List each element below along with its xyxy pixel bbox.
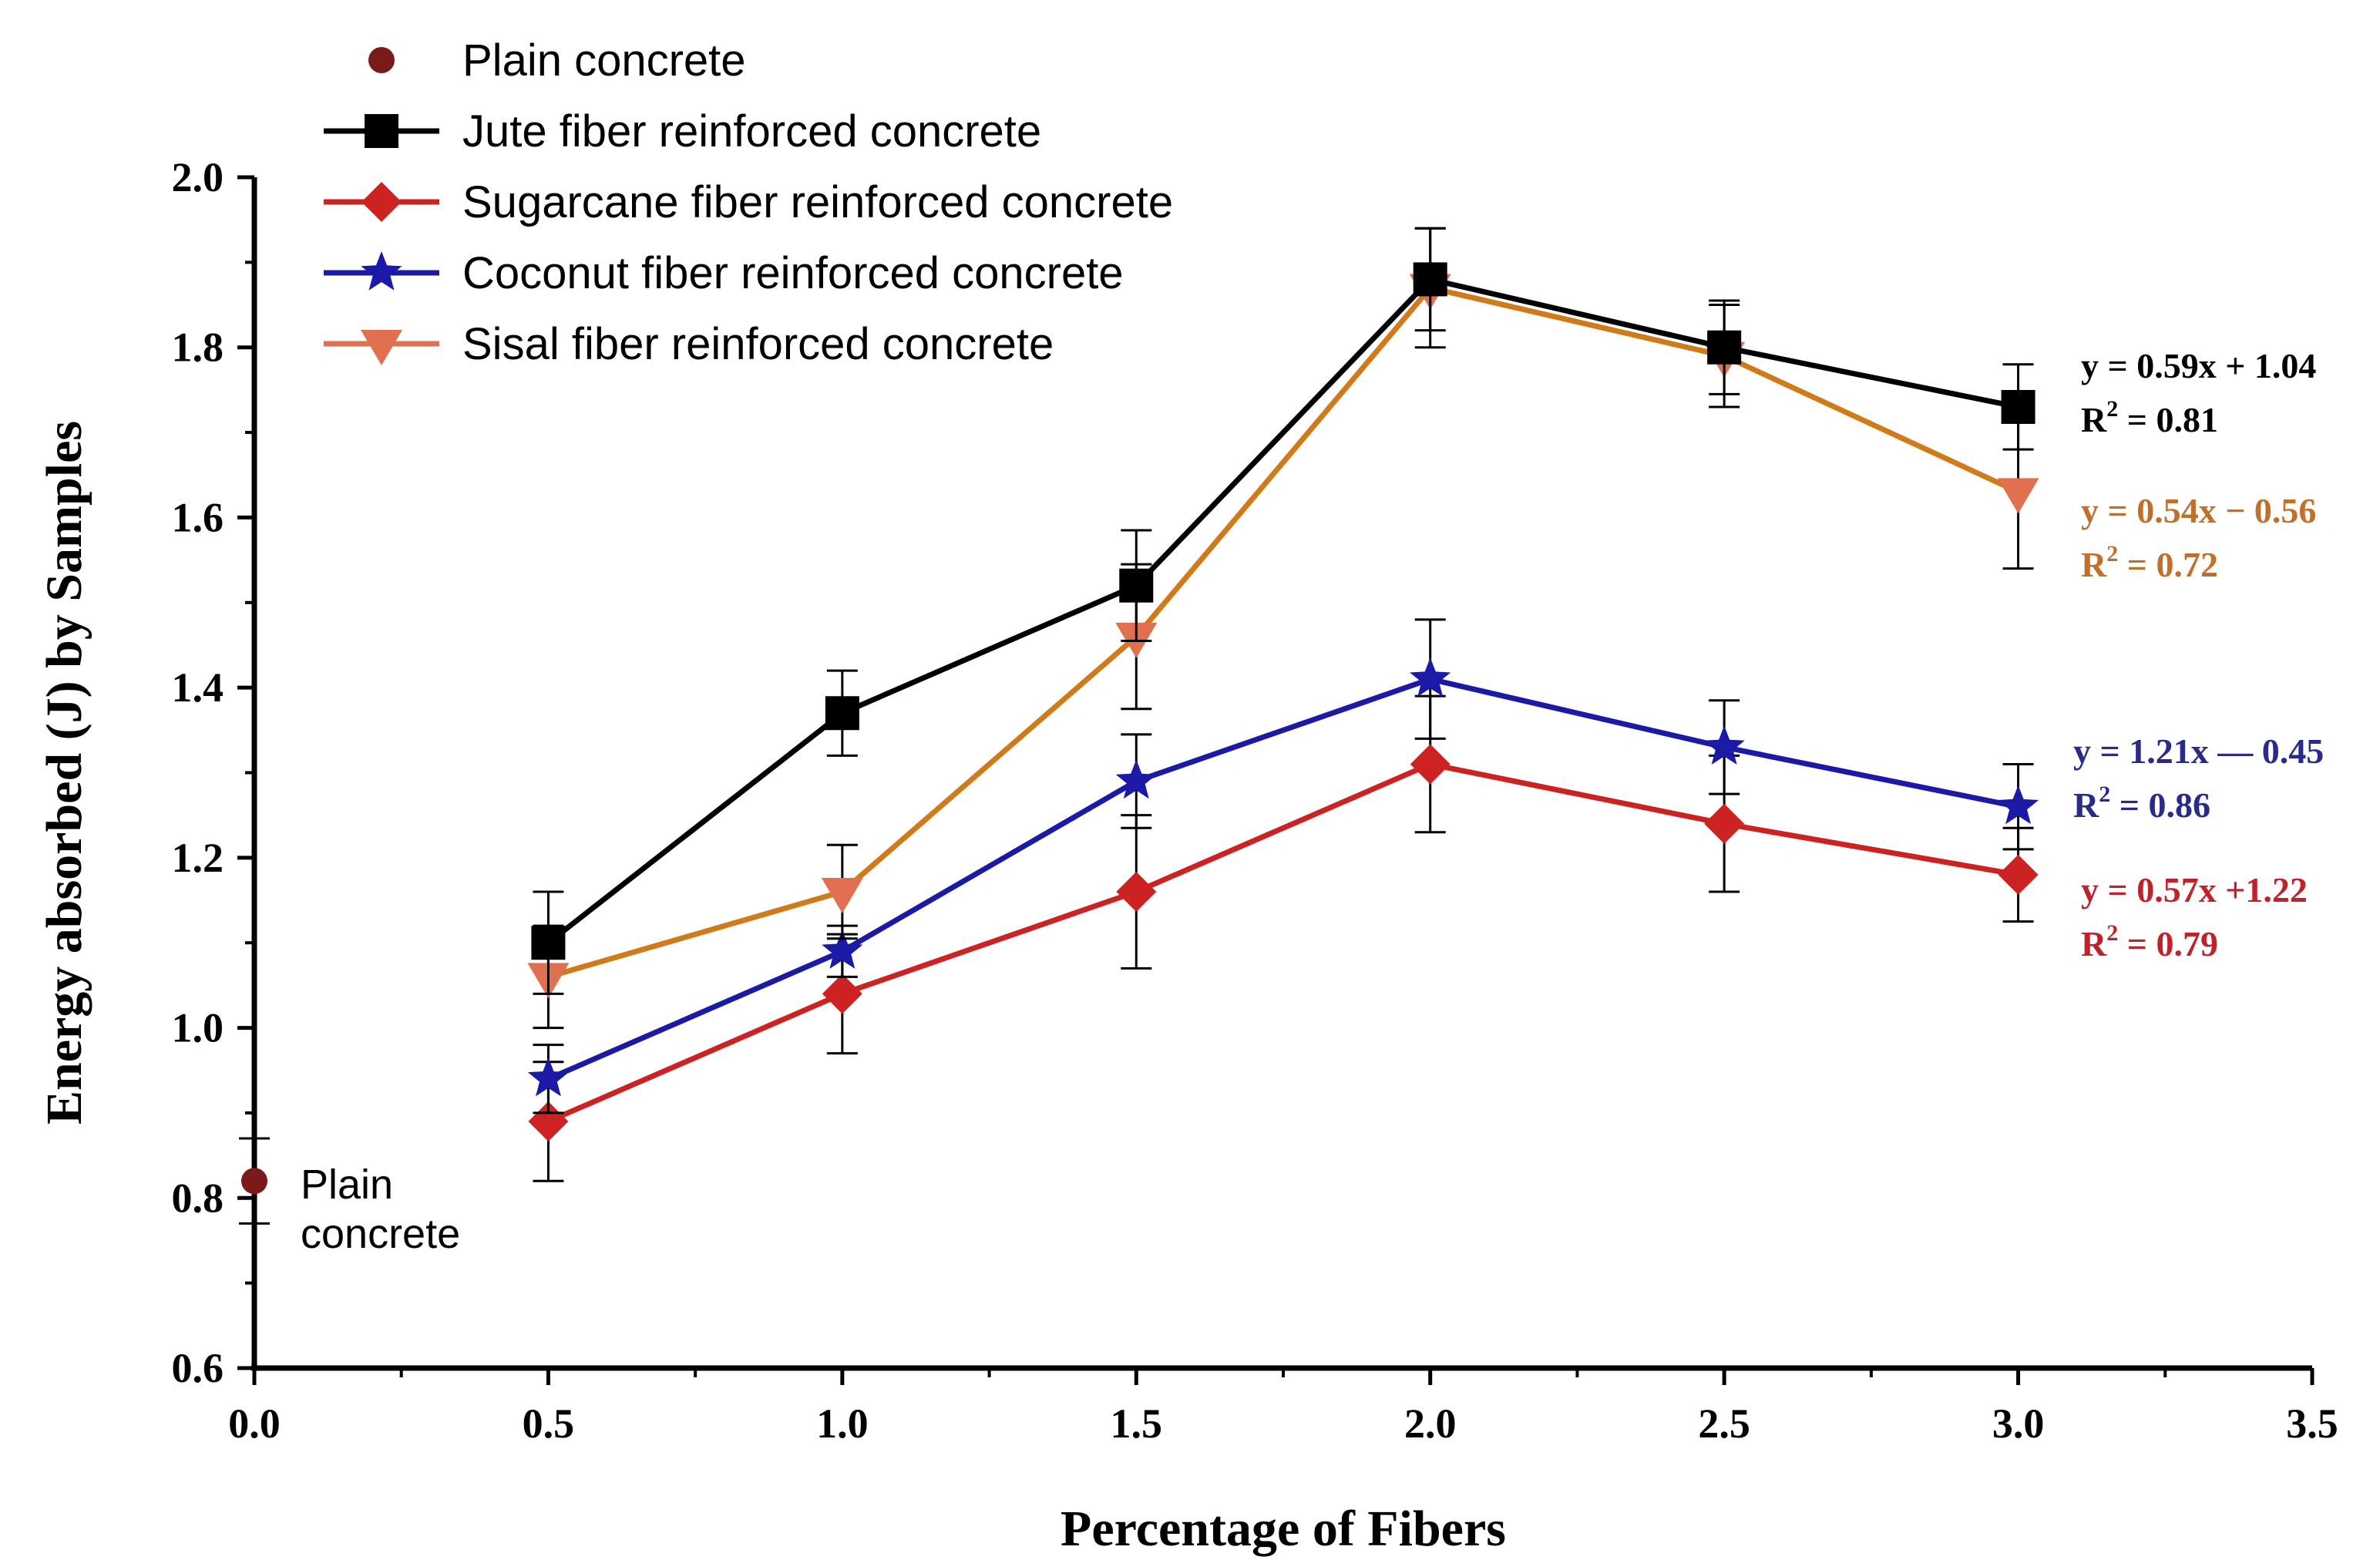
r2-value: = 0.72 [2118,545,2218,584]
series-line [547,284,2020,980]
r2-text: R2 = 0.79 [2081,920,2218,963]
r2-value: = 0.86 [2110,785,2210,825]
y-axis-title: Energy absorbed (J) by Samples [36,421,92,1125]
plain-annotation-line: concrete [301,1211,460,1257]
x-tick-label: 0.0 [228,1400,281,1447]
x-tick-label: 1.5 [1111,1400,1163,1447]
legend-marker [368,47,395,73]
legend-label: Plain concrete [462,35,746,86]
data-point [1413,262,1447,297]
equation-text: y = 0.57x +1.22 [2081,870,2308,909]
series-plain [239,1137,270,1225]
legend-item: Plain concrete [368,35,746,86]
r2-value: = 0.79 [2118,924,2218,963]
equation-text: y = 0.59x + 1.04 [2081,346,2316,385]
r2-superscript: 2 [2106,541,2118,567]
y-tick-label: 2.0 [172,154,224,200]
legend-marker [361,251,402,291]
data-point [1707,330,1742,365]
data-point [821,878,863,913]
r2-text: R2 = 0.81 [2081,396,2218,439]
y-tick-label: 1.0 [172,1005,224,1051]
data-point [1115,759,1157,799]
data-point [1704,803,1745,844]
legend-label: Sisal fiber reinforced concrete [462,319,1054,369]
y-tick-label: 1.2 [172,835,224,881]
r2-superscript: 2 [2099,782,2110,807]
x-tick-label: 3.5 [2286,1400,2338,1447]
x-tick-label: 2.5 [1698,1400,1750,1447]
data-point [1997,785,2039,825]
x-axis-title: Percentage of Fibers [1061,1501,1506,1557]
legend-marker [361,330,402,365]
data-point [1998,854,2039,895]
legend-marker [365,114,398,148]
y-tick-label: 0.6 [172,1345,224,1391]
equation-text: y = 0.54x − 0.56 [2081,491,2316,530]
fit-equation: y = 1.21x — 0.45 R2 = 0.86 [2073,731,2324,825]
legend-label: Sugarcane fiber reinforced concrete [462,177,1173,227]
r2-symbol: R [2081,924,2107,963]
data-point [1116,872,1157,912]
data-point [1410,744,1451,785]
plot-layer [239,227,2039,1225]
legend-item: Coconut fiber reinforced concrete [324,248,1124,298]
data-point [1703,725,1745,765]
y-tick-label: 1.8 [172,324,224,371]
data-point [1119,568,1154,603]
x-tick-label: 0.5 [523,1400,575,1447]
fit-equation: y = 0.57x +1.22 R2 = 0.79 [2081,870,2308,963]
axes-layer: 0.6 0.8 1.0 1.2 1.4 1.6 1.8 2.0 0.0 0.5 1.0 1.5 2.0 2… [36,154,2338,1557]
plain-annotation-line: Plain [301,1162,393,1208]
r2-symbol: R [2073,785,2099,825]
y-tick-label: 1.6 [172,494,224,540]
x-tick-label: 3.0 [1992,1400,2045,1447]
series-line [547,761,2019,1125]
data-point [531,926,566,960]
r2-value: = 0.81 [2118,400,2218,439]
data-point [1410,657,1451,697]
legend-item: Jute fiber reinforced concrete [324,106,1041,156]
plain-annotation: Plain concrete [301,1162,460,1257]
y-tick-label: 0.8 [172,1175,224,1221]
x-tick-label: 1.0 [816,1400,869,1447]
legend-item: Sisal fiber reinforced concrete [324,319,1054,369]
fit-equation: y = 0.54x − 0.56 R2 = 0.72 [2081,491,2316,584]
r2-symbol: R [2081,545,2107,584]
y-tick-label: 1.4 [172,664,224,711]
data-point [822,973,862,1014]
plain-point [241,1168,267,1195]
data-point [1997,478,2039,514]
x-tick-label: 2.0 [1404,1400,1457,1447]
legend-label: Coconut fiber reinforced concrete [462,248,1124,298]
data-point [825,696,859,731]
series-line [547,676,2019,1081]
series-line [546,276,2019,945]
data-point [822,930,863,969]
series-square [531,227,2035,995]
series-diamond [528,694,2039,1182]
series-star [527,618,2039,1115]
data-point [528,1101,569,1141]
r2-symbol: R [2081,400,2107,439]
legend-item: Sugarcane fiber reinforced concrete [324,177,1173,227]
r2-superscript: 2 [2106,396,2118,422]
r2-superscript: 2 [2106,920,2118,946]
data-point [2001,389,2035,424]
legend-label: Jute fiber reinforced concrete [462,106,1041,156]
legend: Plain concrete Jute fiber reinforced conc… [324,35,1173,369]
r2-text: R2 = 0.86 [2073,782,2210,825]
fit-equation: y = 0.59x + 1.04 R2 = 0.81 [2081,346,2316,439]
legend-marker [361,182,402,222]
equation-text: y = 1.21x — 0.45 [2073,731,2324,771]
data-point [527,1057,570,1097]
r2-text: R2 = 0.72 [2081,541,2218,584]
